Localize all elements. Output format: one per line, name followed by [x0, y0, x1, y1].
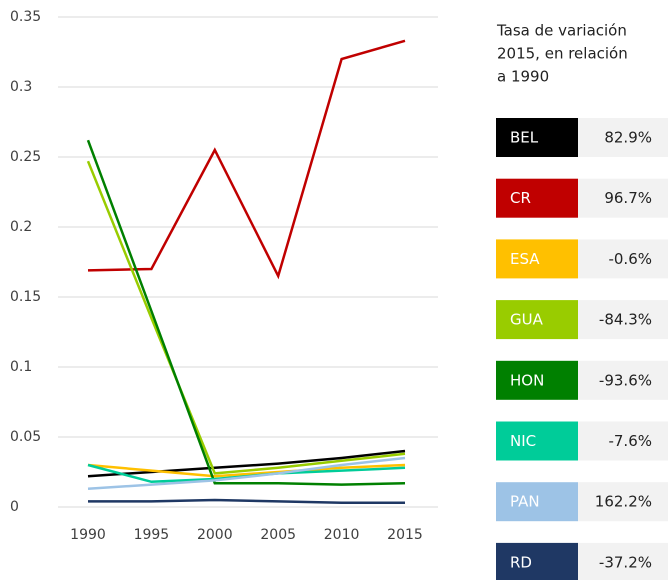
legend-rate: 82.9% [604, 129, 652, 147]
legend-label: RD [510, 553, 532, 571]
legend-rate: -0.6% [608, 250, 652, 268]
legend-swatch [496, 542, 578, 580]
legend-rate-box [578, 300, 668, 340]
series-line [88, 498, 405, 505]
legend-rate-box [578, 118, 668, 157]
legend-rate: 96.7% [604, 189, 652, 207]
series-line [86, 160, 406, 475]
series-line [87, 39, 406, 280]
legend-label: CR [510, 189, 531, 207]
legend-rate-box [578, 542, 668, 580]
legend-label: HON [510, 371, 544, 389]
legend-title: a 1990 [497, 68, 549, 86]
legend-rate: -37.2% [599, 553, 652, 571]
x-tick-label: 2010 [324, 527, 360, 543]
legend-rate: -7.6% [608, 432, 652, 450]
y-tick-label: 0 [10, 499, 19, 515]
legend-rate-box [578, 360, 668, 400]
legend-swatch [496, 360, 578, 400]
y-tick-label: 0.25 [10, 149, 41, 165]
legend-rate: 162.2% [595, 493, 652, 511]
y-tick-label: 0.15 [10, 289, 41, 305]
legend-swatch [496, 482, 578, 522]
y-tick-label: 0.3 [10, 79, 32, 95]
legend-swatch [496, 239, 578, 279]
x-tick-label: 2015 [387, 527, 423, 543]
legend-title: 2015, en relación [497, 45, 628, 63]
legend-swatch [496, 118, 578, 157]
x-tick-label: 2000 [197, 527, 233, 543]
legend-rate-box [578, 239, 668, 279]
series-line [87, 463, 406, 478]
legend-swatch [496, 178, 578, 218]
legend-rate-box [578, 421, 668, 461]
legend-swatch [496, 300, 578, 340]
legend-label: PAN [510, 493, 540, 511]
y-tick-label: 0.1 [10, 359, 32, 375]
legend-label: BEL [510, 129, 539, 147]
y-tick-label: 0.35 [10, 9, 41, 25]
series-line [87, 449, 406, 478]
legend-label: ESA [510, 250, 540, 268]
series-line [87, 456, 406, 491]
legend-swatch [496, 421, 578, 461]
legend-label: NIC [510, 432, 536, 450]
x-tick-label: 2005 [260, 527, 296, 543]
legend-rate: -84.3% [599, 311, 652, 329]
legend-rate-box [578, 178, 668, 218]
legend-title: Tasa de variación [496, 22, 627, 40]
y-tick-label: 0.2 [10, 219, 32, 235]
legend-rate: -93.6% [599, 371, 652, 389]
x-tick-label: 1990 [70, 527, 106, 543]
x-tick-label: 1995 [134, 527, 170, 543]
legend-label: GUA [510, 311, 544, 329]
legend-rate-box [578, 482, 668, 522]
series-line [86, 139, 406, 486]
y-tick-label: 0.05 [10, 429, 41, 445]
